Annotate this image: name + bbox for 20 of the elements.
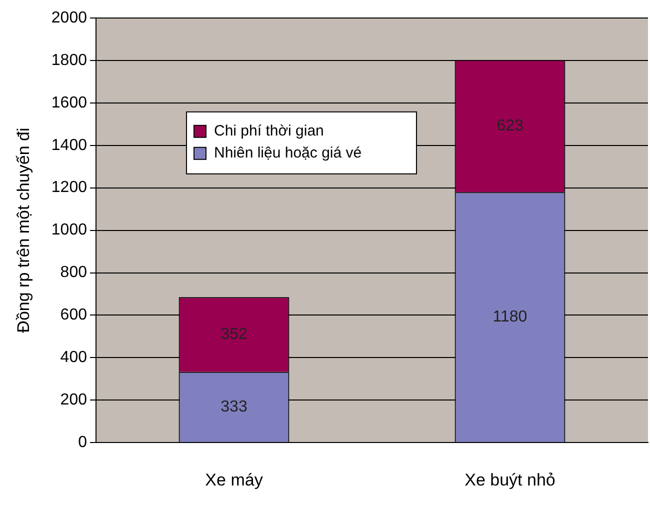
data-label: 352 (220, 326, 248, 343)
y-tick-label: 800 (60, 264, 88, 282)
data-label: 1180 (492, 308, 528, 326)
y-tick-label: 400 (60, 349, 88, 366)
y-tick-label: 1600 (51, 94, 88, 112)
y-tick-label: 1400 (51, 136, 88, 154)
legend-label: Nhiên liệu hoặc giá vé (214, 144, 362, 162)
y-axis-title: Đồng rp trên một chuyến đi (14, 128, 33, 333)
x-tick-label: Xe buýt nhỏ (464, 470, 556, 490)
legend-label: Chi phí thời gian (214, 122, 324, 140)
data-label: 333 (220, 398, 248, 416)
y-tick-label: 1800 (51, 52, 88, 69)
x-tick-label: Xe máy (205, 470, 264, 490)
y-tick-label: 0 (78, 434, 88, 452)
data-label: 623 (496, 117, 524, 134)
y-tick-label: 600 (60, 306, 88, 324)
y-tick-label: 1000 (51, 222, 88, 239)
y-tick-label: 2000 (51, 9, 88, 26)
y-tick-label: 1200 (51, 179, 88, 196)
y-tick-label: 200 (60, 392, 88, 409)
